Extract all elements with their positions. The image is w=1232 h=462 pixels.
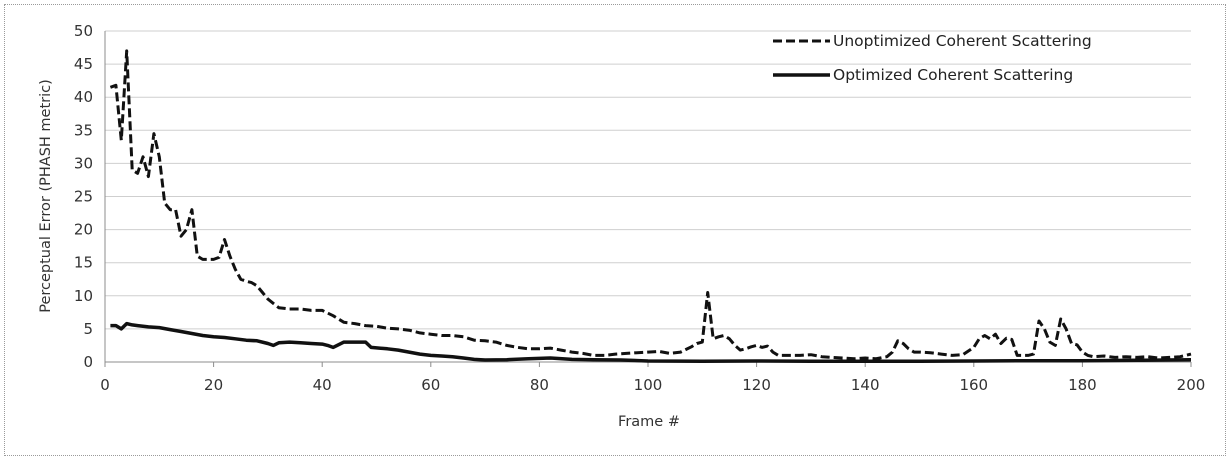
- y-tick-label: 10: [74, 287, 93, 305]
- x-tick-label: 20: [204, 376, 223, 394]
- legend: Unoptimized Coherent Scattering Optimize…: [773, 32, 1092, 84]
- y-tick-label: 45: [74, 55, 93, 73]
- x-tick-label: 40: [313, 376, 332, 394]
- series-line-unoptimized: [109, 49, 1192, 361]
- x-tick-label: 160: [959, 376, 988, 394]
- y-tick-label: 20: [74, 221, 93, 239]
- legend-label-optimized: Optimized Coherent Scattering: [833, 66, 1073, 84]
- y-axis-title: Perceptual Error (PHASH metric): [38, 79, 54, 313]
- legend-label-unoptimized: Unoptimized Coherent Scattering: [833, 32, 1092, 50]
- x-tick-label: 60: [421, 376, 440, 394]
- gridlines: [105, 30, 1191, 330]
- x-tick-label: 100: [634, 376, 663, 394]
- x-tick-label: 80: [530, 376, 549, 394]
- y-tick-label: 30: [74, 154, 93, 172]
- x-tick-label: 140: [851, 376, 880, 394]
- y-tick-label: 0: [83, 353, 93, 371]
- series-lines: [109, 49, 1192, 364]
- x-tick-label: 120: [742, 376, 771, 394]
- y-tick-label: 5: [83, 320, 93, 338]
- y-tick-label: 40: [74, 88, 93, 106]
- x-tick-label: 180: [1068, 376, 1097, 394]
- y-tick-label: 25: [74, 188, 93, 206]
- x-tick-labels: 0 20 40 60 80 100 120 140 160 180 200: [100, 376, 1205, 394]
- x-tick-label: 200: [1177, 376, 1206, 394]
- x-tick-label: 0: [100, 376, 110, 394]
- x-axis-title: Frame #: [618, 414, 680, 430]
- series-line-optimized: [110, 321, 1192, 364]
- y-tick-label: 15: [74, 254, 93, 272]
- y-tick-labels: 0 5 10 15 20 25 30 35 40 45 50: [74, 22, 93, 371]
- y-tick-label: 50: [74, 22, 93, 40]
- y-tick-label: 35: [74, 121, 93, 139]
